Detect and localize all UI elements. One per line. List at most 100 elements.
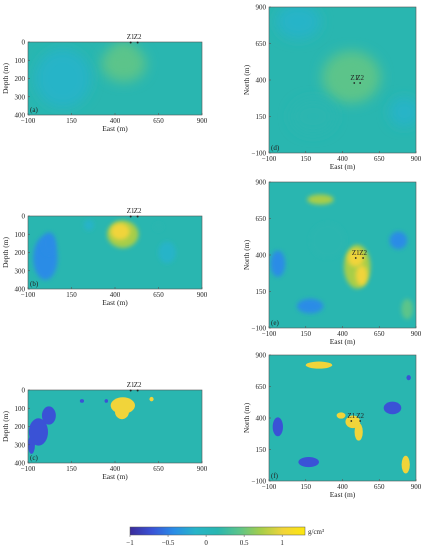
marker-dot [353, 82, 356, 84]
y-axis-label: Depth (m) [1, 410, 10, 442]
marker-dot [136, 389, 139, 392]
marker-dot [129, 389, 132, 392]
x-tick-label: 400 [337, 330, 348, 338]
y-axis-label: Depth (m) [1, 62, 10, 94]
anomaly [354, 423, 363, 441]
anomaly [115, 404, 129, 420]
anomaly [401, 298, 414, 320]
x-tick-label: 650 [374, 155, 385, 163]
panel-letter: (d) [271, 144, 280, 152]
marker-label: Z1 [350, 74, 358, 82]
colorbar-tick-label: 0.5 [240, 539, 249, 547]
y-axis-label: Depth (m) [1, 236, 10, 268]
y-tick-label: 150 [256, 288, 267, 296]
marker-label: Z1 [352, 249, 360, 257]
y-tick-label: 400 [15, 286, 26, 294]
panel-e: −100 150 400 650 900 −100 150 400 650 900 East (m)… [242, 179, 422, 347]
x-tick-label: 150 [301, 155, 312, 163]
y-tick-label: 300 [15, 93, 26, 101]
x-axis-label: East (m) [330, 162, 356, 171]
anomaly [110, 223, 130, 240]
y-tick-label: 400 [256, 77, 267, 85]
marker-dot [136, 41, 139, 44]
y-tick-label: 0 [22, 387, 26, 395]
anomaly [296, 298, 324, 314]
anomaly [305, 361, 333, 369]
anomaly [389, 97, 416, 127]
plot-area [269, 182, 416, 328]
y-tick-label: 200 [15, 75, 26, 83]
x-tick-label: −100 [21, 117, 36, 125]
x-tick-label: 400 [337, 483, 348, 491]
anomaly [383, 401, 402, 415]
y-axis-label: North (m) [242, 239, 251, 270]
x-tick-label: 150 [301, 483, 312, 491]
y-tick-label: 0 [22, 213, 26, 221]
y-tick-label: 300 [15, 441, 26, 449]
x-tick-label: −100 [262, 155, 277, 163]
panel-letter: (f) [271, 472, 279, 480]
anomaly [83, 219, 95, 231]
anomaly [336, 412, 346, 419]
marker-label: Z2 [134, 207, 142, 215]
y-tick-label: 400 [256, 252, 267, 260]
y-tick-label: 650 [256, 383, 267, 391]
anomaly [355, 265, 368, 286]
anomaly [154, 223, 163, 231]
plot-area [269, 355, 416, 481]
anomaly [41, 232, 56, 255]
marker-label: Z1 [127, 33, 135, 41]
y-tick-label: 200 [15, 423, 26, 431]
x-tick-label: 150 [66, 291, 77, 299]
colorbar-tick-label: 0 [204, 539, 208, 547]
marker-dot [129, 41, 132, 44]
marker-dot [359, 420, 362, 422]
plot-area [28, 216, 202, 289]
colorbar-tick-label: 1 [280, 539, 284, 547]
anomaly [272, 417, 283, 437]
anomaly [41, 406, 56, 425]
x-tick-label: 400 [110, 465, 121, 473]
anomaly [113, 43, 135, 63]
anomaly [158, 241, 176, 264]
marker-label: Z2 [359, 249, 367, 257]
anomaly [270, 250, 286, 277]
anomaly [79, 399, 85, 403]
panel-letter: (a) [30, 106, 38, 114]
anomaly [101, 45, 147, 83]
x-tick-label: 900 [411, 155, 422, 163]
colorbar: −1 −0.5 0 0.5 1 g/cm³ [126, 526, 324, 547]
colorbar-unit: g/cm³ [308, 528, 324, 536]
colorbar-gradient [129, 526, 306, 536]
y-tick-label: −100 [252, 478, 267, 486]
x-tick-label: 150 [301, 330, 312, 338]
anomaly [276, 7, 321, 40]
y-tick-label: 900 [256, 179, 267, 187]
y-tick-label: 0 [22, 39, 26, 47]
marker-label: Z2 [356, 74, 364, 82]
y-axis-label: North (m) [242, 402, 251, 433]
x-tick-label: 900 [197, 291, 208, 299]
panel-letter: (b) [30, 280, 39, 288]
marker-dot [350, 420, 353, 422]
x-tick-label: 150 [66, 465, 77, 473]
panel-d: −100 150 400 650 900 −100 150 400 650 900 East (m)… [242, 4, 422, 172]
y-tick-label: 150 [256, 446, 267, 454]
marker-label: Z1 [347, 412, 355, 420]
anomaly [339, 68, 367, 92]
y-tick-label: 200 [15, 249, 26, 257]
anomaly [298, 457, 319, 468]
x-tick-label: 400 [110, 291, 121, 299]
x-tick-label: −100 [262, 483, 277, 491]
marker-dot [359, 82, 362, 84]
y-tick-label: 400 [15, 112, 26, 120]
x-tick-label: −100 [262, 330, 277, 338]
anomaly [406, 375, 411, 381]
anomaly [291, 98, 336, 135]
y-tick-label: 900 [256, 4, 267, 12]
y-tick-label: 400 [15, 460, 26, 468]
x-tick-label: −100 [21, 291, 36, 299]
x-axis-label: East (m) [102, 124, 128, 133]
